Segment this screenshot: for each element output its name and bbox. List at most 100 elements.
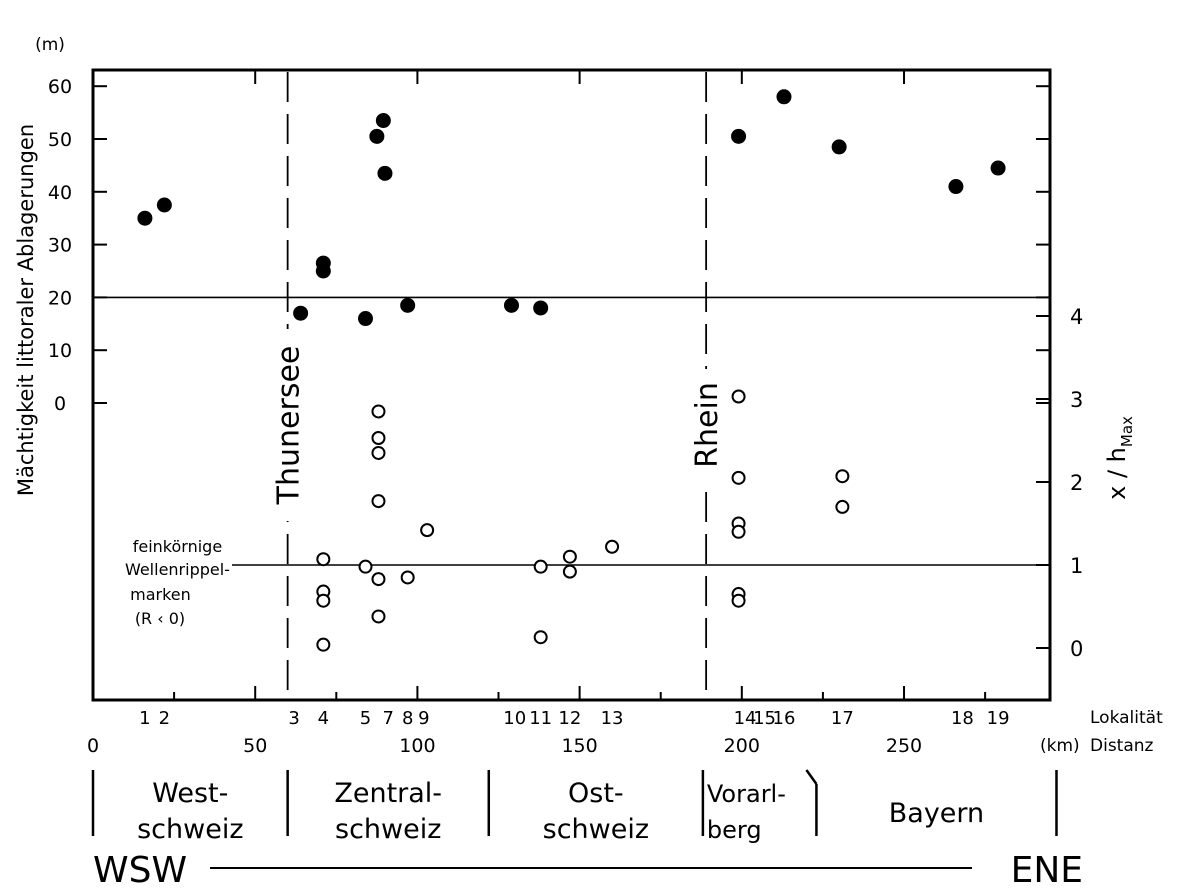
region-label-line-1: West-	[152, 778, 228, 809]
filled-point	[315, 263, 331, 279]
fine-ripple-annotation: feinkörnige Wellenrippel- marken (R ‹ 0)	[125, 537, 235, 628]
x-tick-label: 250	[886, 735, 922, 757]
y-axis-unit: (m)	[35, 35, 65, 55]
open-point	[371, 572, 386, 587]
open-point	[371, 445, 386, 460]
x-tick-label: 50	[243, 735, 267, 757]
divider-label-bg	[267, 329, 308, 521]
y2-tick-label: 3	[1070, 388, 1083, 412]
locality-label: 15	[753, 708, 776, 729]
y-tick-label: 60	[48, 76, 72, 98]
divider-label-bg	[686, 369, 727, 481]
region-separator-hook	[805, 769, 818, 785]
filled-point	[776, 89, 792, 105]
dividers: Thunersee Rhein	[267, 72, 727, 698]
locality-label: 9	[418, 708, 429, 729]
plot-frame	[91, 68, 1052, 702]
open-point	[533, 630, 548, 645]
y-axis-title: Mächtigkeit littoraler Ablagerungen	[14, 124, 38, 496]
region-label-line-1: Vorarl-	[707, 780, 786, 808]
region-strip: West-schweiz Zentral-schweiz Ost-schweiz Vo…	[91, 769, 1058, 845]
divider-label: Rhein	[690, 382, 725, 468]
open-point	[371, 494, 386, 509]
fine-ripple-line-2: Wellenrippel-	[125, 560, 230, 579]
data-points	[137, 89, 1006, 652]
filled-point	[503, 297, 519, 313]
region-label-line-2: schweiz	[137, 814, 243, 845]
filled-point	[377, 165, 393, 181]
y2-axis-title-sub: Max	[1118, 416, 1136, 447]
region-label: Bayern	[889, 798, 984, 829]
open-point	[562, 564, 577, 579]
filled-point	[358, 311, 374, 327]
locality-label: 18	[951, 708, 974, 729]
locality-label: 8	[402, 708, 413, 729]
open-point	[605, 539, 620, 554]
filled-point	[293, 305, 309, 321]
y2-axis-title: x / hMax	[1103, 416, 1136, 500]
filled-point	[156, 197, 172, 213]
direction-east-label: ENE	[1011, 850, 1083, 888]
locality-label: 3	[288, 708, 299, 729]
fine-ripple-line-1: feinkörnige	[133, 537, 222, 556]
x-tick-label: 100	[399, 735, 435, 757]
open-point	[731, 470, 746, 485]
locality-label: 4	[318, 708, 329, 729]
open-point	[562, 549, 577, 564]
locality-label: 13	[601, 708, 624, 729]
filled-point	[990, 160, 1006, 176]
open-point	[420, 523, 435, 538]
filled-point	[533, 300, 549, 316]
open-point	[835, 469, 850, 484]
filled-point	[369, 128, 385, 144]
region-label-line-1: Zentral-	[334, 778, 442, 809]
filled-point	[948, 179, 964, 195]
x-tick-label: 0	[87, 735, 99, 757]
locality-label: 17	[831, 708, 854, 729]
open-point	[400, 570, 415, 585]
locality-label: 1	[139, 708, 150, 729]
x-tick-label: 200	[724, 735, 760, 757]
open-point	[731, 593, 746, 608]
locality-label: 19	[987, 708, 1010, 729]
y-tick-label: 30	[48, 235, 72, 257]
open-point	[835, 499, 850, 514]
fine-ripple-line-4: (R ‹ 0)	[135, 609, 185, 628]
open-point	[731, 389, 746, 404]
x-tick-label: 150	[561, 735, 597, 757]
region-label-line-1: Ost-	[568, 778, 624, 809]
x-axis-distance-label: Distanz	[1090, 736, 1154, 756]
y2-tick-label: 4	[1070, 305, 1083, 329]
locality-label: 12	[558, 708, 581, 729]
y2-tick-label: 2	[1070, 471, 1083, 495]
x-axis-locality-label: Lokalität	[1090, 708, 1163, 728]
y-tick-label: 40	[48, 182, 72, 204]
y-tick-label: 10	[48, 340, 72, 362]
region-label-line-2: schweiz	[543, 814, 649, 845]
y-tick-label: 0	[54, 393, 66, 415]
open-point	[533, 559, 548, 574]
filled-point	[137, 210, 153, 226]
filled-point	[831, 139, 847, 155]
y2-axis-title-main: x / h	[1103, 447, 1131, 500]
locality-label: 14	[734, 708, 757, 729]
open-point	[371, 431, 386, 446]
open-point	[371, 404, 386, 419]
reference-lines	[107, 296, 1036, 566]
open-point	[316, 552, 331, 567]
open-point	[316, 637, 331, 652]
filled-point	[375, 113, 391, 129]
y2-tick-label: 1	[1070, 554, 1083, 578]
y2-tick-label: 0	[1070, 637, 1083, 661]
locality-label: 2	[159, 708, 170, 729]
locality-label: 11	[529, 708, 552, 729]
direction-west-label: WSW	[93, 850, 187, 888]
fine-ripple-line-3: marken	[130, 585, 191, 604]
filled-point	[731, 128, 747, 144]
region-label-line-2: schweiz	[335, 814, 441, 845]
open-point	[358, 559, 373, 574]
open-point	[371, 609, 386, 624]
y-tick-label: 20	[48, 287, 72, 309]
